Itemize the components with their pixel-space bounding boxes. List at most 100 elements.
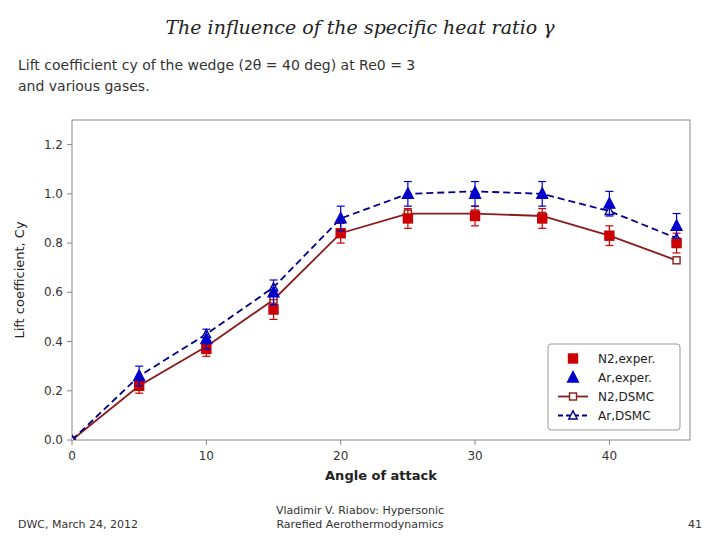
error-bar-cap [471,225,479,226]
y-tick [67,144,72,145]
error-bar-cap [605,245,613,246]
title: The influence of the specific heat ratio… [165,16,555,38]
point-marker [605,231,614,240]
error-bar-cap [270,319,278,320]
x-tick-label: 10 [199,449,214,463]
error-bar-cap [605,225,613,226]
y-tick [67,193,72,194]
y-tick [67,243,72,244]
chart: The influence of the specific heat ratio… [0,0,720,540]
x-tick-label: 20 [333,449,348,463]
subtitle: Lift coefficient cy of the wedge (2θ = 4… [18,57,415,73]
y-tick [67,292,72,293]
y-axis-label: Lift coefficient, Cy [12,221,27,339]
error-bar-cap [135,385,143,386]
legend-marker [569,411,577,419]
point-marker [470,188,481,198]
legend-label: Ar,DSMC [598,409,651,423]
y-tick-label: 0.2 [44,384,63,398]
footer-left: DWC, March 24, 2012 [18,518,138,531]
error-bar-cap [337,230,345,231]
error-bar-cap [337,206,345,207]
y-tick-label: 0.8 [44,236,63,250]
point-marker [269,305,278,314]
y-tick-label: 0.0 [44,433,63,447]
y-tick [67,341,72,342]
plot-area [72,182,682,440]
error-bar [538,209,546,229]
point-marker [402,188,413,198]
x-tick-label: 0 [68,449,76,463]
point-marker [604,198,615,208]
x-tick [72,440,73,445]
legend-marker [569,354,578,363]
x-tick-label: 40 [602,449,617,463]
error-bar-cap [404,208,412,209]
error-bar-cap [471,206,479,207]
x-tick [609,440,610,445]
y-tick [67,390,72,391]
point-marker [606,232,613,239]
subtitle: and various gases. [18,78,150,94]
point-marker [403,214,412,223]
error-bar-cap [471,181,479,182]
point-marker [537,188,548,198]
footer-center: Rarefied Aerothermodynamics [276,518,443,531]
error-bar [404,209,412,229]
legend-label: N2,DSMC [598,390,654,404]
point-marker [673,257,680,264]
legend: N2,exper. Ar,exper. N2,DSMC Ar,DSMC [548,344,680,430]
error-bar-cap [135,393,143,394]
point-marker [538,214,547,223]
error-bar-cap [605,191,613,192]
point-marker [672,239,681,248]
error-bar-cap [404,206,412,207]
x-tick [475,440,476,445]
y-tick-label: 0.6 [44,285,63,299]
error-bar-cap [404,181,412,182]
error-bar-cap [337,242,345,243]
x-tick [206,440,207,445]
error-bar-cap [538,208,546,209]
legend-label: Ar,exper. [598,371,652,385]
point-marker [268,286,279,296]
error-bar-cap [270,279,278,280]
error-bar-cap [471,206,479,207]
error-bar-cap [202,356,210,357]
error-bar-cap [673,238,681,239]
error-bar [605,226,613,246]
error-bar-cap [270,304,278,305]
point-marker [337,230,344,237]
error-bar-cap [538,228,546,229]
error-bar-cap [605,215,613,216]
error-bar-cap [404,228,412,229]
error-bar-cap [202,348,210,349]
footer-right: 41 [688,518,702,531]
point-marker [335,213,346,223]
legend-label: N2,exper. [598,352,655,366]
error-bar-cap [538,181,546,182]
point-marker [471,212,480,221]
point-marker [671,220,682,230]
y-tick-label: 0.4 [44,335,63,349]
plot-frame [72,120,690,440]
footer-center: Vladimir V. Riabov: Hypersonic [276,504,444,517]
legend-marker [570,393,577,400]
legend-marker [568,372,579,382]
error-bar-cap [673,213,681,214]
legend-box [548,344,680,430]
x-axis-label: Angle of attack [325,468,437,483]
x-tick [340,440,341,445]
point-marker [201,333,212,343]
error-bar-cap [538,206,546,207]
y-tick-label: 1.2 [44,138,63,152]
y-tick-label: 1.0 [44,187,63,201]
error-bar-cap [135,366,143,367]
point-marker [134,370,145,380]
error-bar [471,206,479,226]
error-bar-cap [673,252,681,253]
error-bar-cap [202,329,210,330]
x-tick-label: 30 [467,449,482,463]
y-tick [67,440,72,441]
point-marker [72,435,76,440]
